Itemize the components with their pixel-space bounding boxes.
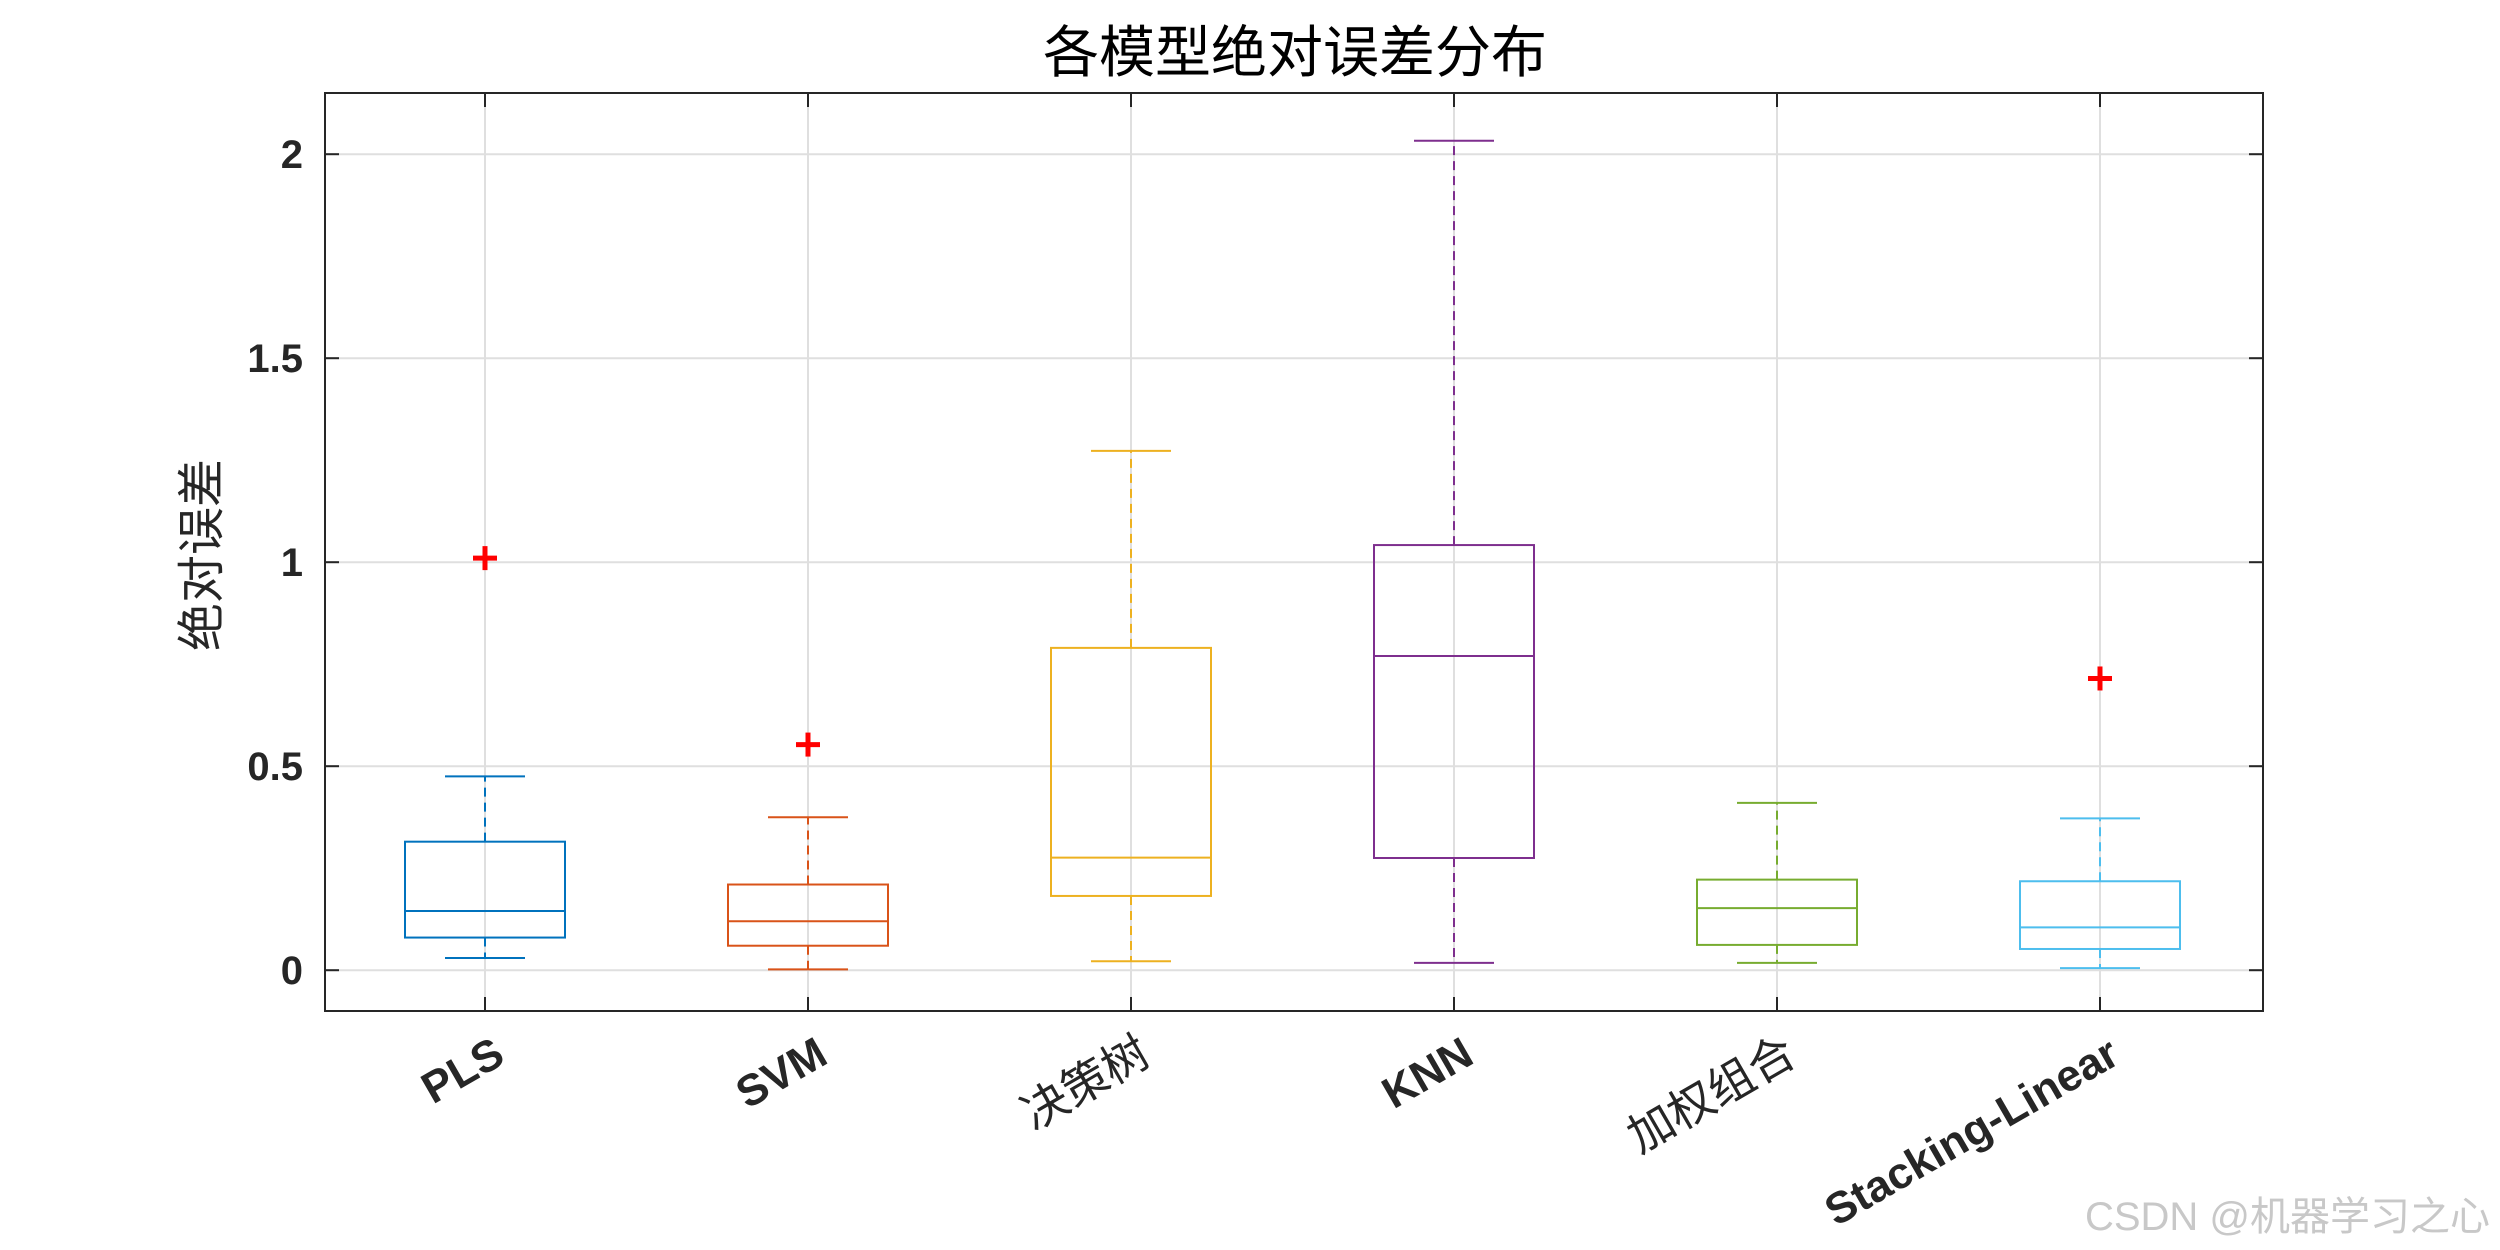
- box-iqr: [1696, 878, 1858, 946]
- box-group: [1050, 449, 1212, 963]
- box-iqr: [1050, 646, 1212, 897]
- outlier-marker: [796, 732, 820, 757]
- x-tick-label: SVM: [728, 1028, 835, 1118]
- box-iqr: [1373, 544, 1535, 860]
- x-tick-label: Stacking-Linear: [1817, 1028, 2127, 1235]
- x-tick-label: PLS: [413, 1028, 512, 1113]
- axes-layer: [324, 92, 2264, 1012]
- box-group: [727, 732, 889, 971]
- grid-lines: [325, 93, 2263, 1011]
- chart-title: 各模型绝对误差分布: [1043, 21, 1547, 86]
- y-tick-label: 2: [281, 133, 303, 177]
- box-group: [404, 546, 566, 959]
- y-tick-label: 0.5: [247, 745, 303, 789]
- y-axis-label: 绝对误差: [174, 459, 230, 651]
- y-tick-label: 1: [281, 541, 303, 585]
- box-iqr: [2019, 880, 2181, 950]
- box-group: [1373, 139, 1535, 964]
- box-group: [2019, 666, 2181, 970]
- outlier-marker: [2088, 666, 2112, 691]
- plot-frame: [324, 92, 2264, 1012]
- outlier-marker: [473, 546, 497, 571]
- box-group: [1696, 801, 1858, 964]
- box-iqr: [727, 883, 889, 947]
- x-tick-label: 加权组合: [1618, 1025, 1804, 1164]
- y-tick-label: 0: [281, 949, 303, 993]
- boxes-layer: [404, 139, 2181, 971]
- y-tick-label: 1.5: [247, 337, 303, 381]
- watermark: CSDN @机器学习之心: [2085, 1195, 2490, 1239]
- x-tick-label: 决策树: [1012, 1025, 1159, 1141]
- x-tick-label: KNN: [1374, 1028, 1481, 1118]
- tick-labels-layer: 0 0.5 1 1.5 2 PLS SVM 决策树 KNN 加权组合 Stacking-Linear: [247, 133, 2127, 1236]
- box-iqr: [404, 840, 566, 939]
